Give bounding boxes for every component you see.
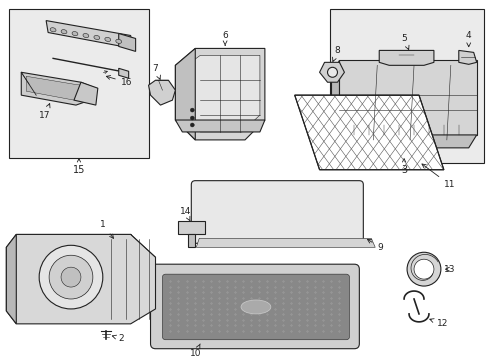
Polygon shape	[74, 82, 98, 105]
Circle shape	[190, 116, 194, 120]
Circle shape	[190, 108, 194, 112]
Text: 12: 12	[429, 319, 447, 328]
Ellipse shape	[83, 33, 89, 38]
Text: 11: 11	[421, 164, 454, 189]
Text: 15: 15	[73, 165, 85, 175]
Text: 13: 13	[443, 265, 454, 274]
Polygon shape	[458, 50, 476, 64]
Ellipse shape	[116, 39, 122, 44]
Polygon shape	[319, 62, 344, 82]
Text: 5: 5	[400, 34, 408, 50]
Circle shape	[190, 123, 194, 127]
Text: 2: 2	[112, 334, 124, 343]
Polygon shape	[196, 238, 374, 247]
Text: 1: 1	[100, 220, 113, 238]
Polygon shape	[6, 234, 16, 324]
FancyBboxPatch shape	[162, 274, 349, 340]
Circle shape	[49, 255, 93, 299]
Circle shape	[39, 245, 102, 309]
Circle shape	[413, 259, 433, 279]
Bar	[9, 9, 148, 158]
Text: 3: 3	[400, 165, 407, 175]
Polygon shape	[175, 49, 264, 140]
Circle shape	[406, 252, 440, 286]
Polygon shape	[175, 120, 264, 132]
Polygon shape	[6, 234, 155, 324]
Polygon shape	[46, 21, 132, 49]
Text: 16: 16	[106, 76, 132, 87]
Text: 4: 4	[465, 31, 470, 47]
Text: 8: 8	[332, 46, 340, 62]
Ellipse shape	[50, 28, 56, 32]
Polygon shape	[26, 76, 89, 100]
Text: 6: 6	[222, 31, 227, 46]
Circle shape	[327, 67, 337, 77]
Text: 7: 7	[152, 64, 160, 80]
FancyBboxPatch shape	[191, 181, 363, 243]
Ellipse shape	[94, 35, 100, 40]
Text: 10: 10	[189, 344, 201, 358]
Polygon shape	[294, 95, 443, 170]
Text: 9: 9	[366, 239, 382, 252]
Polygon shape	[119, 33, 135, 51]
Text: 14: 14	[179, 207, 191, 221]
Polygon shape	[379, 50, 433, 65]
Text: 17: 17	[39, 104, 51, 120]
Polygon shape	[21, 72, 96, 105]
Bar	[329, 9, 483, 163]
Ellipse shape	[61, 30, 67, 34]
Ellipse shape	[104, 37, 110, 41]
Polygon shape	[148, 80, 175, 105]
Polygon shape	[182, 55, 260, 132]
Ellipse shape	[72, 32, 78, 36]
Polygon shape	[178, 221, 205, 234]
Polygon shape	[119, 68, 128, 78]
Circle shape	[61, 267, 81, 287]
Ellipse shape	[241, 300, 270, 314]
Polygon shape	[331, 60, 339, 148]
FancyBboxPatch shape	[150, 264, 359, 349]
Polygon shape	[175, 49, 195, 140]
Polygon shape	[339, 60, 476, 135]
Polygon shape	[331, 135, 476, 148]
Polygon shape	[188, 234, 195, 247]
